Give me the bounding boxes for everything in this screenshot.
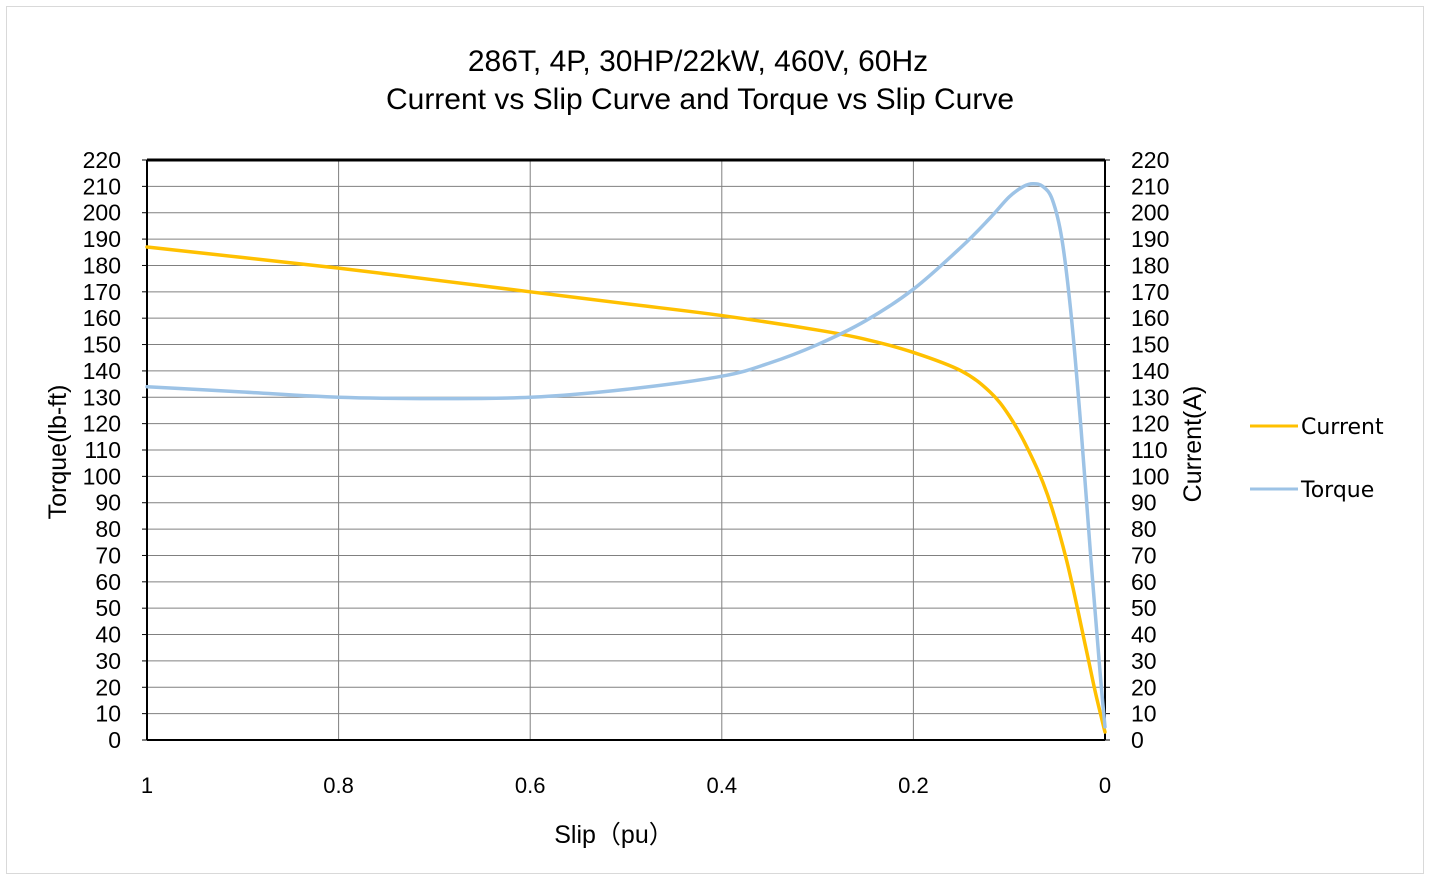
right-tick-label: 200 bbox=[1131, 200, 1169, 226]
left-axis-ticks: 0102030405060708090100110120130140150160… bbox=[83, 147, 121, 753]
series-line-current bbox=[145, 245, 1107, 734]
left-tick-label: 10 bbox=[95, 701, 121, 727]
left-tick-label: 190 bbox=[83, 226, 121, 252]
x-tick-label: 0.4 bbox=[707, 773, 738, 798]
series-layer bbox=[145, 181, 1107, 734]
right-tick-label: 160 bbox=[1131, 305, 1169, 331]
left-tick-label: 150 bbox=[83, 332, 121, 358]
right-tick-label: 110 bbox=[1131, 437, 1168, 463]
right-tick-label: 210 bbox=[1131, 173, 1169, 199]
left-tick-label: 200 bbox=[83, 200, 121, 226]
x-axis-ticks: 1 0.8 0.6 0.4 0.2 0 bbox=[141, 773, 1111, 798]
left-tick-label: 140 bbox=[83, 358, 121, 384]
right-tick-label: 0 bbox=[1131, 727, 1144, 753]
chart-title-line1: 286T, 4P, 30HP/22kW, 460V, 60Hz bbox=[468, 45, 928, 78]
left-tick-label: 180 bbox=[83, 252, 121, 278]
x-tick-label: 0.6 bbox=[515, 773, 546, 798]
x-axis-label: Slip（pu） bbox=[554, 821, 674, 849]
series-line-torque bbox=[145, 181, 1107, 729]
left-tick-label: 170 bbox=[83, 279, 121, 305]
legend-label-current: Current bbox=[1301, 415, 1384, 440]
x-tick-label: 0.2 bbox=[898, 773, 929, 798]
left-tick-label: 210 bbox=[83, 173, 121, 199]
right-tick-label: 100 bbox=[1131, 463, 1169, 489]
left-tick-label: 0 bbox=[108, 727, 121, 753]
right-tick-label: 70 bbox=[1131, 542, 1157, 568]
legend-label-torque: Torque bbox=[1300, 478, 1374, 503]
right-tick-label: 20 bbox=[1131, 674, 1157, 700]
right-tick-label: 50 bbox=[1131, 595, 1157, 621]
chart-title-line2: Current vs Slip Curve and Torque vs Slip… bbox=[386, 83, 1014, 116]
left-tick-label: 130 bbox=[83, 384, 121, 410]
left-tick-label: 30 bbox=[95, 648, 121, 674]
y-axis-right-label: Current(A) bbox=[1179, 386, 1207, 503]
right-tick-label: 10 bbox=[1131, 701, 1157, 727]
right-tick-label: 170 bbox=[1131, 279, 1169, 305]
grid-layer bbox=[142, 158, 1110, 741]
y-axis-left-label: Torque(lb-ft) bbox=[44, 385, 72, 520]
right-tick-label: 130 bbox=[1131, 384, 1169, 410]
x-tick-label: 1 bbox=[141, 773, 153, 798]
left-tick-label: 220 bbox=[83, 147, 121, 173]
left-tick-label: 100 bbox=[83, 463, 121, 489]
right-tick-label: 80 bbox=[1131, 516, 1157, 542]
left-tick-label: 60 bbox=[95, 569, 121, 595]
left-tick-label: 50 bbox=[95, 595, 121, 621]
left-tick-label: 120 bbox=[83, 411, 121, 437]
x-tick-label: 0 bbox=[1099, 773, 1111, 798]
x-tick-label: 0.8 bbox=[323, 773, 354, 798]
left-tick-label: 20 bbox=[95, 674, 121, 700]
chart-area bbox=[6, 6, 1424, 874]
right-tick-label: 120 bbox=[1131, 411, 1169, 437]
right-tick-label: 150 bbox=[1131, 332, 1169, 358]
legend: Current Torque bbox=[1250, 415, 1384, 503]
right-tick-label: 190 bbox=[1131, 226, 1169, 252]
left-tick-label: 160 bbox=[83, 305, 121, 331]
right-tick-label: 40 bbox=[1131, 622, 1157, 648]
left-tick-label: 40 bbox=[95, 622, 121, 648]
right-tick-label: 140 bbox=[1131, 358, 1169, 384]
left-tick-label: 90 bbox=[95, 490, 121, 516]
right-tick-label: 90 bbox=[1131, 490, 1157, 516]
left-tick-label: 70 bbox=[95, 542, 121, 568]
right-tick-label: 30 bbox=[1131, 648, 1157, 674]
right-tick-label: 220 bbox=[1131, 147, 1169, 173]
left-tick-label: 110 bbox=[84, 437, 121, 463]
right-axis-ticks: 0102030405060708090100110120130140150160… bbox=[1131, 147, 1169, 753]
left-tick-label: 80 bbox=[95, 516, 121, 542]
right-tick-label: 60 bbox=[1131, 569, 1157, 595]
right-tick-label: 180 bbox=[1131, 252, 1169, 278]
